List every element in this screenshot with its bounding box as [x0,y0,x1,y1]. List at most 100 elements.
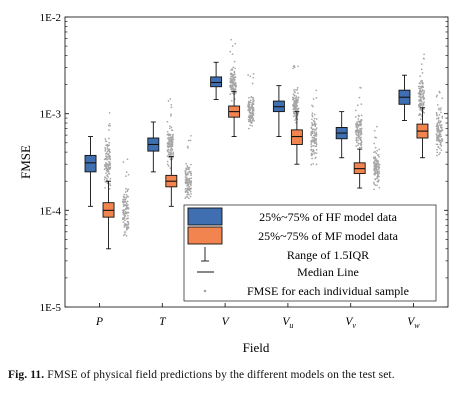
sample-dot [229,50,232,53]
sample-dot [436,94,438,97]
sample-dot [310,127,313,130]
sample-dot [109,177,112,180]
sample-dot [109,163,111,166]
sample-dot [421,89,424,91]
sample-dot [169,136,172,139]
sample-dot [108,137,110,140]
sample-dot [185,189,188,192]
sample-dot [360,103,363,105]
sample-dot [125,207,128,210]
sample-dot [103,158,106,161]
sample-dot [127,207,129,210]
sample-dot [435,95,438,98]
sample-dot [310,141,313,144]
sample-dot [378,186,381,189]
sample-dot [437,129,440,132]
sample-dot [109,151,111,154]
sample-dot [375,162,377,165]
sample-dot [106,168,109,171]
sample-dot [374,184,377,186]
sample-dot [124,191,127,193]
sample-dot [122,198,125,201]
sample-dot [250,96,253,98]
sample-dot [310,163,313,166]
sample-dot [106,158,109,161]
sample-dot [292,115,295,118]
sample-dot [186,166,189,168]
sample-dot [189,183,192,186]
legend-label: Median Line [297,265,359,279]
sample-dot [418,99,420,101]
sample-dot [293,104,295,106]
sample-dot [355,109,357,112]
sample-dot [233,76,236,79]
sample-dot [295,88,297,91]
sample-dot [377,168,380,170]
sample-dot [167,165,170,167]
sample-dot [436,151,439,154]
sample-dot [313,142,316,145]
sample-dot [439,124,441,126]
sample-dot [109,166,112,169]
sample-dot [123,200,126,203]
sample-dot [373,188,375,191]
sample-dot [171,157,174,159]
sample-dot [105,156,108,159]
sample-dot [166,163,169,166]
sample-dot [311,112,314,115]
sample-dot [375,159,378,162]
sample-dot [358,120,361,123]
sample-dot [423,112,425,114]
sample-dot [355,125,358,128]
sample-dot [125,175,127,177]
y-tick-label: 1E-2 [40,12,61,24]
sample-dot [355,116,357,118]
sample-dot [104,180,107,183]
sample-dot [251,107,254,110]
sample-dot [171,138,173,141]
sample-dot [360,114,363,117]
sample-dot [360,123,363,126]
legend-dot-swatch [203,289,207,293]
sample-dot [252,100,255,103]
sample-dot [230,69,232,72]
sample-dot [438,153,440,156]
sample-dot [125,171,128,173]
sample-dot [435,133,438,135]
sample-dot [311,123,314,126]
sample-dot [310,131,313,134]
sample-dot [168,134,170,136]
sample-dot [315,142,317,144]
sample-dot [421,82,423,84]
sample-dot [107,148,110,151]
sample-dot [167,143,170,145]
sample-dot [438,139,440,142]
figure-caption: Fig. 11. FMSE of physical field predicti… [8,368,453,383]
sample-dot [293,99,296,102]
sample-dot [229,81,232,84]
sample-dot [439,108,442,111]
x-tick-label: V [222,316,231,328]
sample-dot [106,182,109,185]
mf-box [290,129,303,145]
sample-dot [360,130,363,132]
sample-dot [439,143,442,146]
sample-dot [230,75,232,78]
sample-dot [439,142,442,144]
sample-dot [186,185,188,187]
sample-dot [170,141,173,144]
x-tick-label: Vw [407,316,420,330]
sample-dot [373,183,376,185]
sample-dot [436,122,439,125]
sample-dot [292,93,295,96]
sample-dot [188,193,190,196]
sample-dot [295,106,297,108]
sample-dot [311,122,313,124]
sample-dot [127,223,130,226]
sample-dot [378,155,380,158]
sample-dot [169,144,172,147]
sample-dot [169,98,172,100]
sample-dot [107,155,109,158]
sample-dot [187,139,190,142]
sample-dot [315,127,318,129]
